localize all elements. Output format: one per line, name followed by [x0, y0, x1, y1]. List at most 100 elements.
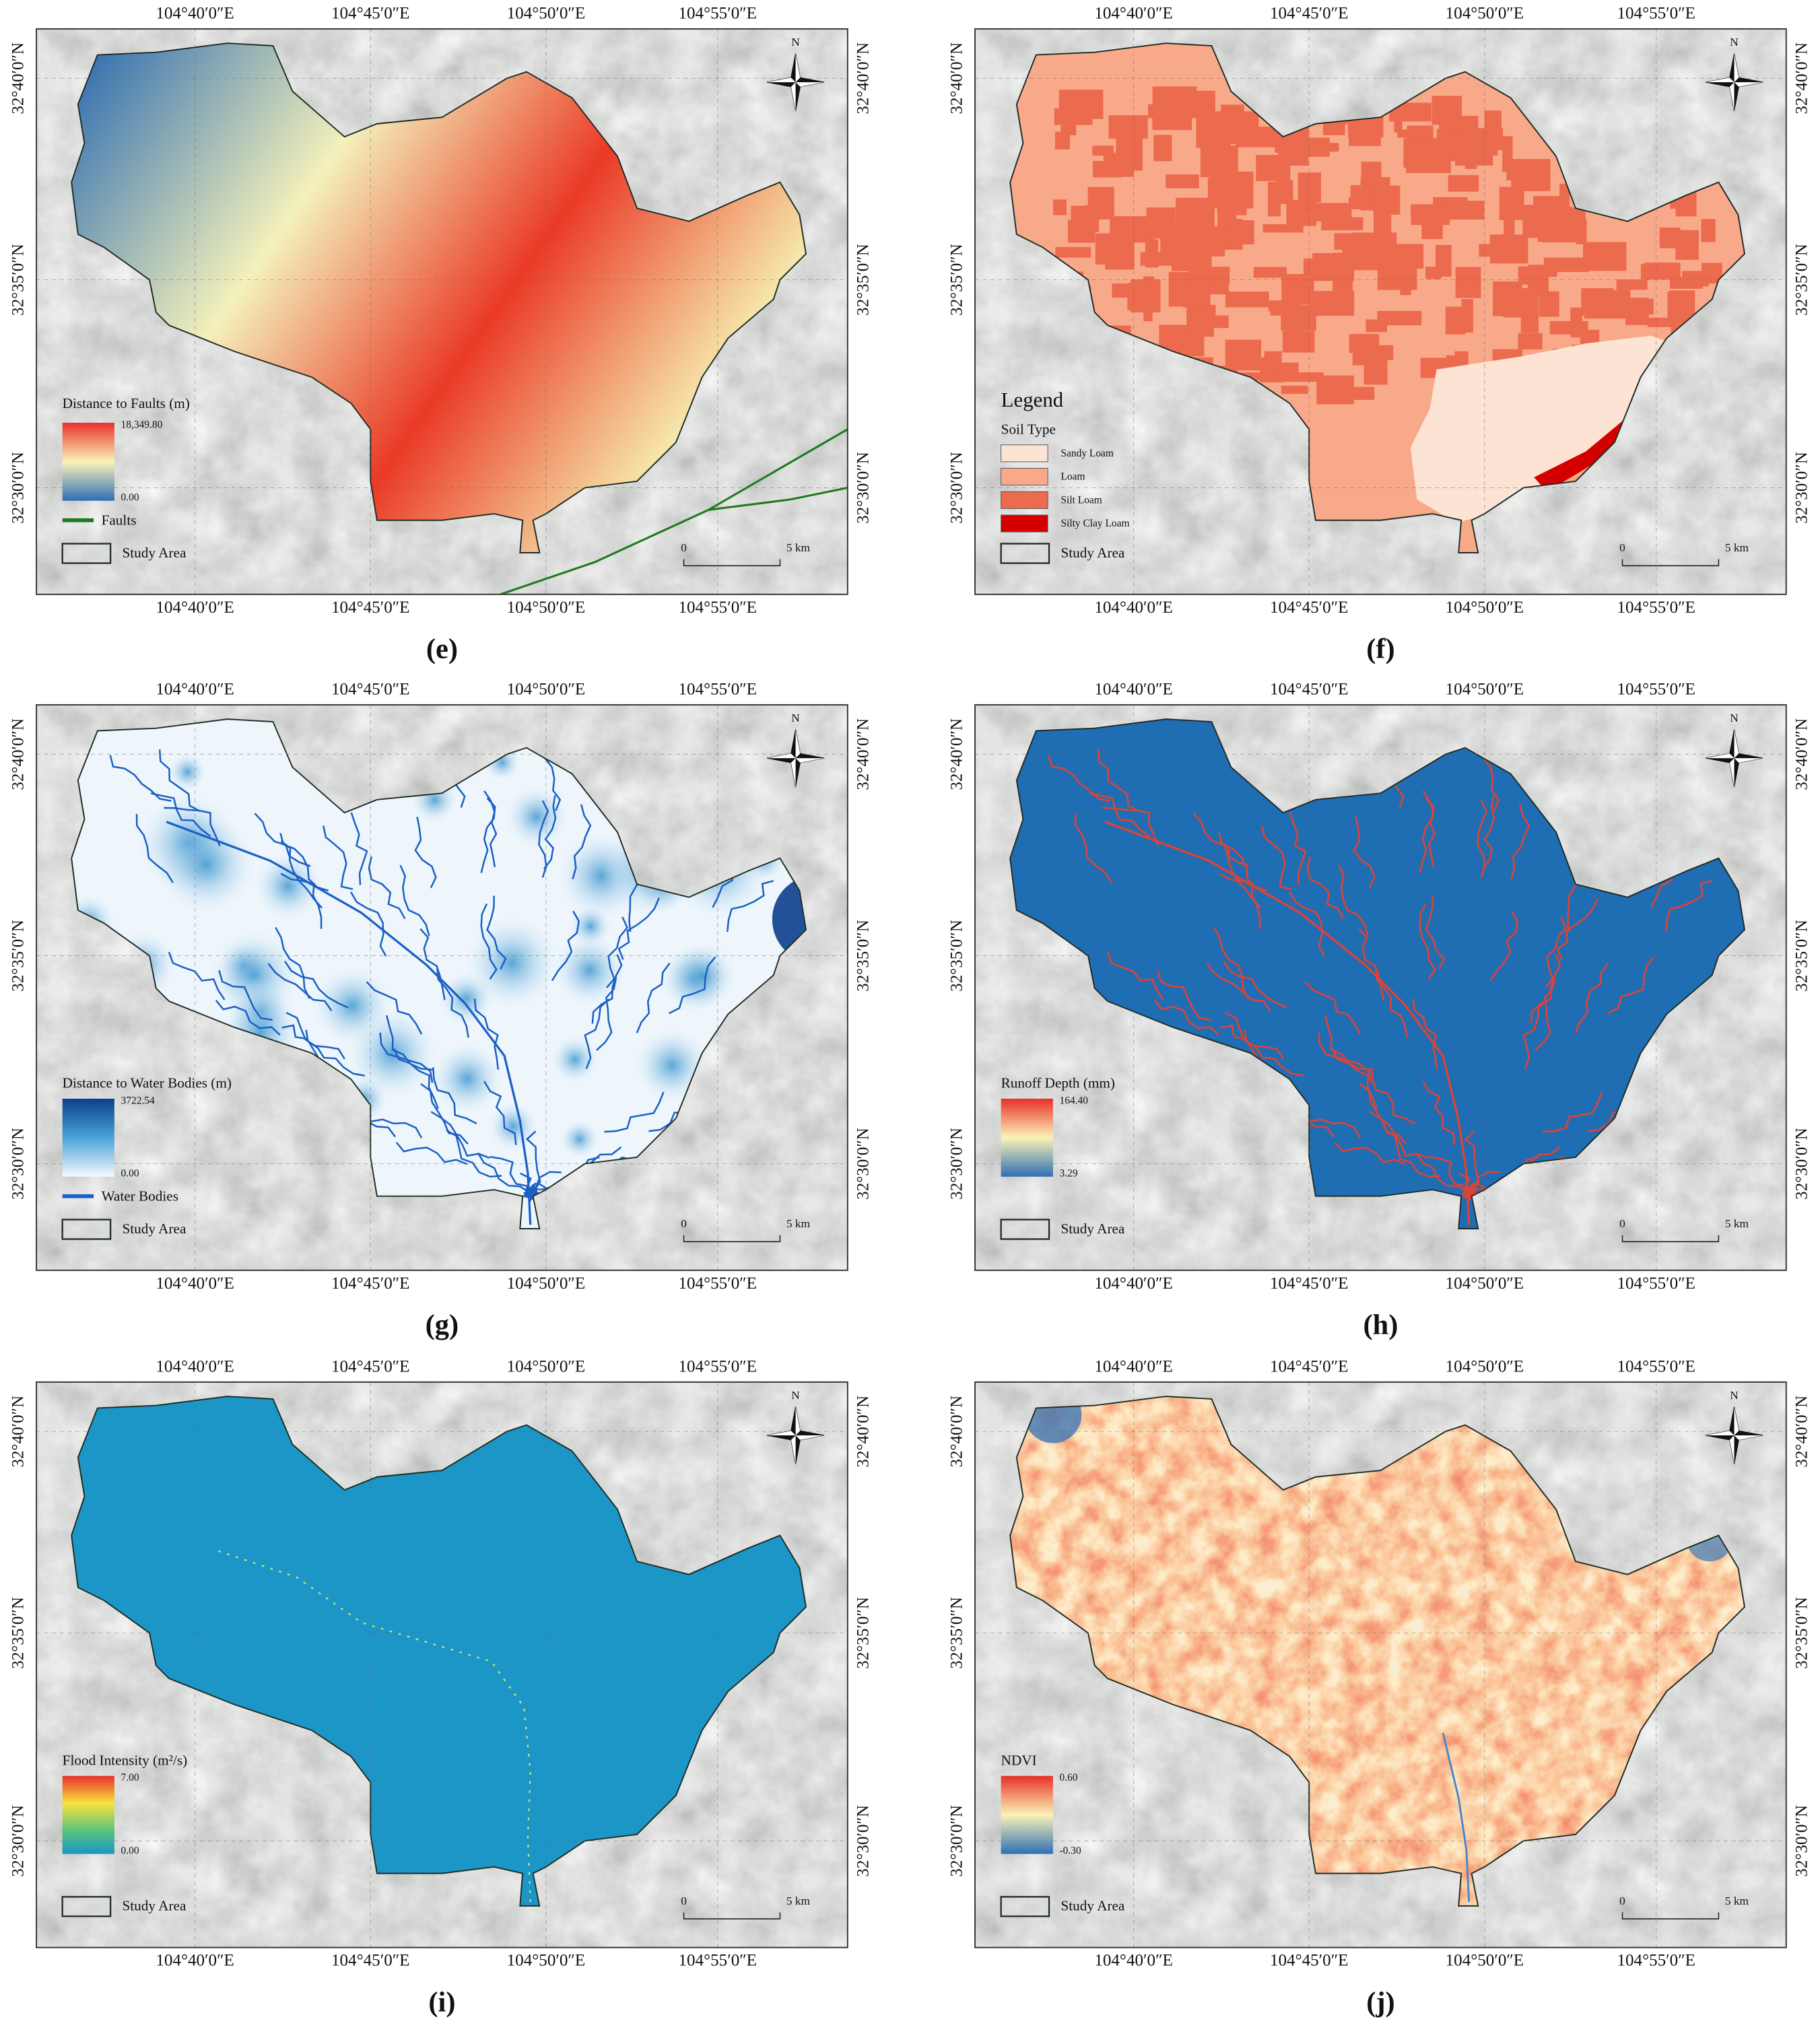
scale-bar [683, 559, 781, 567]
map-panel: 104°40′0″E 104°40′0″E 104°45′0″E 104°45′0″E… [948, 1357, 1811, 2018]
silt-loam [1504, 206, 1515, 239]
river [414, 817, 437, 889]
silt-loam [1377, 310, 1422, 326]
longitude-label: 104°40′0″E [1094, 1357, 1173, 1375]
longitude-label: 104°45′0″E [331, 599, 410, 617]
north-arrow-half [1706, 77, 1734, 83]
silt-loam [1439, 116, 1479, 132]
distance-blob [253, 851, 323, 921]
legend-min: 0.00 [121, 1845, 139, 1856]
north-arrow-half [767, 77, 796, 83]
north-label: N [1730, 1389, 1739, 1402]
legend-max: 7.00 [121, 1772, 139, 1783]
river [591, 954, 623, 1024]
longitude-label: 104°45′0″E [331, 680, 410, 698]
river [368, 856, 406, 920]
latitude-label: 32°30′0″N [1793, 1805, 1811, 1877]
river [480, 797, 496, 873]
legend-min: 0.00 [121, 491, 139, 503]
legend-label: Study Area [1060, 1898, 1124, 1914]
silt-loam [1160, 222, 1186, 255]
study-area-outline [1009, 718, 1746, 1229]
latitude-label: 32°40′0″N [1793, 718, 1811, 790]
river [1224, 1011, 1284, 1060]
silt-loam [1448, 175, 1479, 192]
river [275, 926, 310, 999]
river [1318, 1032, 1372, 1083]
longitude-label: 104°50′0″E [1446, 1274, 1524, 1293]
longitude-label: 104°40′0″E [156, 4, 234, 22]
legend-swatch [1001, 444, 1048, 463]
silt-loam [1053, 199, 1067, 215]
map-panel: 104°40′0″E 104°40′0″E 104°45′0″E 104°45′0″E… [9, 680, 873, 1340]
panel-label: (j) [1366, 1986, 1394, 2018]
river [543, 795, 557, 870]
silt-loam [1366, 319, 1388, 333]
river [1574, 962, 1609, 1033]
river [135, 814, 174, 883]
legend-label: Water Bodies [102, 1188, 178, 1204]
distance-blob [559, 1119, 600, 1159]
latitude-label: 32°30′0″N [854, 1128, 873, 1200]
legend-ramp [1001, 1098, 1053, 1177]
river [1375, 967, 1408, 1038]
north-arrow-half [1734, 82, 1763, 87]
silt-loam [1152, 86, 1197, 118]
river [1421, 1081, 1456, 1145]
distance-blob [168, 752, 207, 792]
river [366, 981, 423, 1035]
distance-blob [431, 1042, 504, 1116]
legend-ramp [62, 1775, 114, 1854]
legend-label: Study Area [122, 1221, 186, 1237]
river [284, 961, 349, 1009]
silt-loam [1576, 219, 1587, 244]
silt-loam [1546, 263, 1557, 277]
longitude-label: 104°45′0″E [1270, 1952, 1349, 1970]
legend-max: 18,349.80 [121, 419, 163, 430]
legend-label: Study Area [122, 1898, 186, 1914]
scale-bar [1621, 559, 1720, 567]
longitude-label: 104°45′0″E [331, 1357, 410, 1375]
silt-loam [1281, 274, 1314, 305]
river [285, 1012, 345, 1060]
north-arrow-half [1734, 758, 1763, 763]
silt-loam [1152, 114, 1192, 131]
distance-blob [668, 941, 737, 1011]
river [1358, 928, 1384, 1000]
river [1530, 954, 1561, 1024]
north-arrow-half [795, 53, 801, 83]
river [168, 951, 226, 1000]
river [1334, 1142, 1407, 1165]
silt-loam [1286, 327, 1302, 350]
legend-min: 0.00 [121, 1167, 139, 1179]
map-frame [36, 1381, 848, 1948]
silt-loam [1108, 115, 1148, 139]
longitude-label: 104°55′0″E [678, 1357, 757, 1375]
longitude-label: 104°40′0″E [1094, 1274, 1173, 1293]
river [1489, 910, 1519, 982]
longitude-label: 104°40′0″E [156, 599, 234, 617]
river [1607, 956, 1655, 1015]
north-arrow-half [795, 729, 801, 759]
longitude-label: 104°55′0″E [678, 599, 757, 617]
river [617, 897, 661, 960]
longitude-label: 104°40′0″E [1094, 4, 1173, 22]
silt-loam [1669, 290, 1695, 319]
north-arrow-half [795, 82, 825, 87]
legend-swatch [1001, 514, 1048, 533]
latitude-label: 32°40′0″N [948, 718, 966, 790]
silt-loam [1181, 226, 1225, 257]
longitude-label: 104°40′0″E [156, 1952, 234, 1970]
panel-label: (i) [428, 1986, 455, 2018]
map-frame [36, 28, 848, 595]
north-arrow-half [1734, 729, 1739, 759]
silt-loam [1268, 181, 1281, 217]
longitude-label: 104°55′0″E [678, 1274, 757, 1293]
longitude-label: 104°45′0″E [1270, 4, 1349, 22]
river [393, 1048, 439, 1110]
silt-loam [1461, 299, 1473, 333]
river [1219, 873, 1261, 929]
longitude-label: 104°45′0″E [331, 1274, 410, 1293]
longitude-label: 104°50′0″E [507, 4, 586, 22]
river [1213, 926, 1249, 999]
